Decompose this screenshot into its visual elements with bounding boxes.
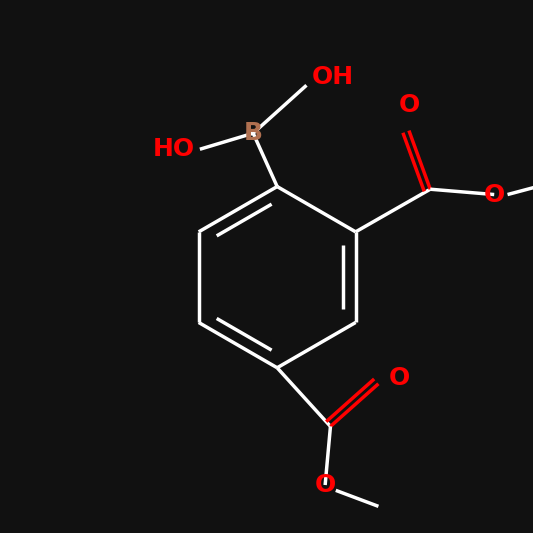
Text: OH: OH <box>312 65 354 90</box>
Text: O: O <box>483 182 505 207</box>
Text: O: O <box>389 366 410 391</box>
Text: O: O <box>398 93 419 117</box>
Text: O: O <box>314 473 336 497</box>
Text: HO: HO <box>152 137 195 161</box>
Text: B: B <box>244 121 263 146</box>
